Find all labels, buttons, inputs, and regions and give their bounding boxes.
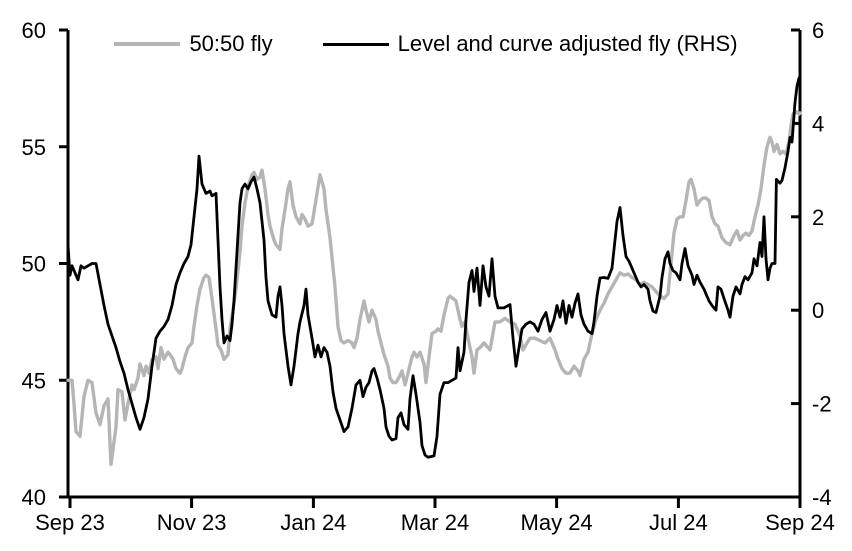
- x-tick-label: Jan 24: [280, 510, 346, 535]
- right-tick-label: 6: [812, 18, 824, 43]
- right-tick-label: 2: [812, 205, 824, 230]
- series-line-5050-fly: [66, 109, 802, 466]
- series-line-adjusted-fly: [66, 76, 802, 459]
- x-tick-label: Nov 23: [157, 510, 227, 535]
- x-tick-label: Jul 24: [649, 510, 708, 535]
- right-tick-label: -2: [812, 392, 832, 417]
- x-tick-label: Sep 24: [765, 510, 835, 535]
- left-tick-label: 55: [22, 135, 46, 160]
- x-tick-label: Sep 23: [35, 510, 105, 535]
- left-tick-label: 45: [22, 368, 46, 393]
- left-tick-label: 40: [22, 485, 46, 510]
- x-tick-label: Mar 24: [401, 510, 469, 535]
- right-tick-label: -4: [812, 485, 832, 510]
- right-tick-label: 4: [812, 111, 824, 136]
- left-tick-label: 50: [22, 252, 46, 277]
- right-tick-label: 0: [812, 298, 824, 323]
- left-tick-label: 60: [22, 18, 46, 43]
- x-tick-label: May 24: [521, 510, 593, 535]
